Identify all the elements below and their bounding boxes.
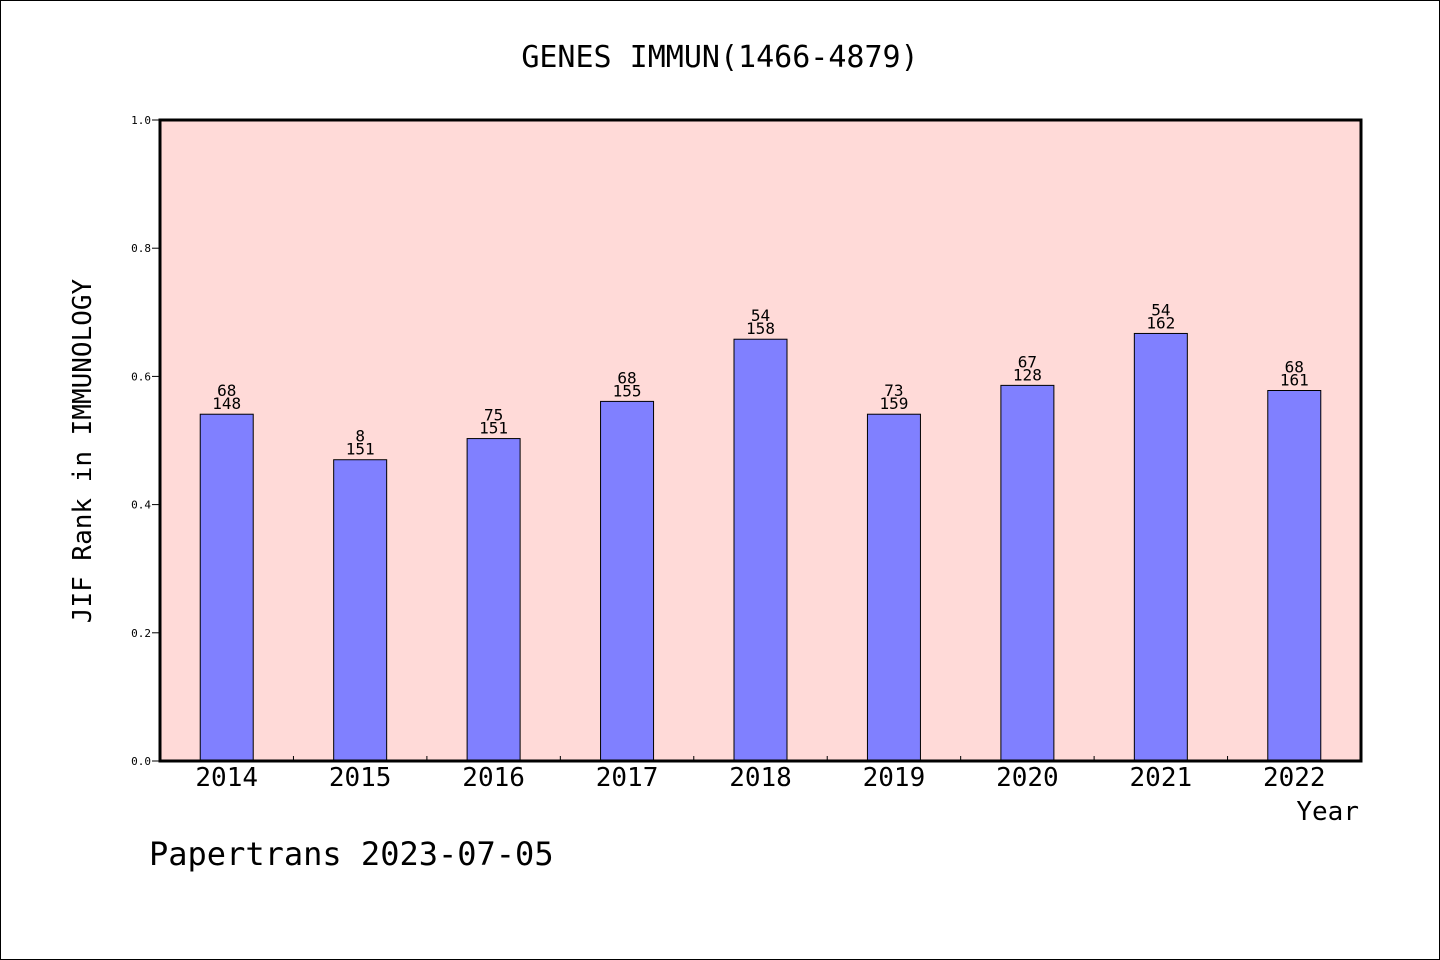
y-tick-label: 0.8 [131, 242, 151, 255]
y-tick-label: 1.0 [131, 114, 151, 127]
bar-2017 [600, 400, 655, 762]
bar-2019 [866, 413, 921, 762]
bar-rank-label: 68 [1285, 358, 1304, 377]
footer-credit: Papertrans 2023-07-05 [149, 835, 554, 873]
x-tick-label: 2019 [863, 763, 926, 793]
bar-rank-label: 73 [884, 381, 903, 400]
bar-2016 [466, 438, 521, 762]
plot-border [158, 118, 1363, 763]
bar-rank-label: 67 [1018, 352, 1037, 371]
bar-rank-label: 8 [355, 427, 365, 446]
bar-rank-label: 68 [617, 368, 636, 387]
bar-2021 [1133, 332, 1188, 762]
bar-total-label: 128 [1013, 365, 1042, 384]
x-tick-label: 2018 [729, 763, 792, 793]
bar-total-label: 151 [346, 440, 375, 459]
bar-total-label: 162 [1146, 313, 1175, 332]
x-tick-label: 2021 [1130, 763, 1193, 793]
bar-total-label: 148 [212, 394, 241, 413]
bar-2014 [199, 413, 254, 762]
bar-total-label: 159 [879, 394, 908, 413]
bar-total-label: 155 [613, 381, 642, 400]
bar-2022 [1267, 390, 1322, 762]
bar-rank-label: 54 [1151, 300, 1170, 319]
x-tick-label: 2016 [462, 763, 525, 793]
bar-rank-label: 68 [217, 381, 236, 400]
y-tick-label: 0.0 [131, 755, 151, 768]
bar-2020 [1000, 384, 1055, 762]
y-tick-label: 0.6 [131, 370, 151, 383]
x-tick-label: 2014 [195, 763, 258, 793]
x-tick-label: 2020 [996, 763, 1059, 793]
y-tick-label: 0.2 [131, 627, 151, 640]
bar-total-label: 158 [746, 319, 775, 338]
bar-2015 [333, 459, 388, 762]
bar-total-label: 151 [479, 419, 508, 438]
bars-group: 6814881517515168155541587315967128541626… [199, 300, 1322, 762]
bar-2018 [733, 338, 788, 762]
x-tick-label: 2017 [596, 763, 659, 793]
x-axis-label: Year [1296, 797, 1359, 827]
y-axis-label: JIF Rank in IMMUNOLOGY [68, 278, 98, 623]
ticks-group: 2014 2015 2016 2017 2018 2019 2020 2021 2022 0.0 0… [131, 114, 1325, 793]
bar-rank-label: 54 [751, 306, 770, 325]
x-tick-label: 2015 [329, 763, 392, 793]
bar-total-label: 161 [1280, 371, 1309, 390]
chart-title: GENES IMMUN(1466-4879) [521, 40, 918, 75]
x-tick-label: 2022 [1263, 763, 1326, 793]
y-tick-label: 0.4 [131, 499, 151, 512]
bar-rank-label: 75 [484, 406, 503, 425]
